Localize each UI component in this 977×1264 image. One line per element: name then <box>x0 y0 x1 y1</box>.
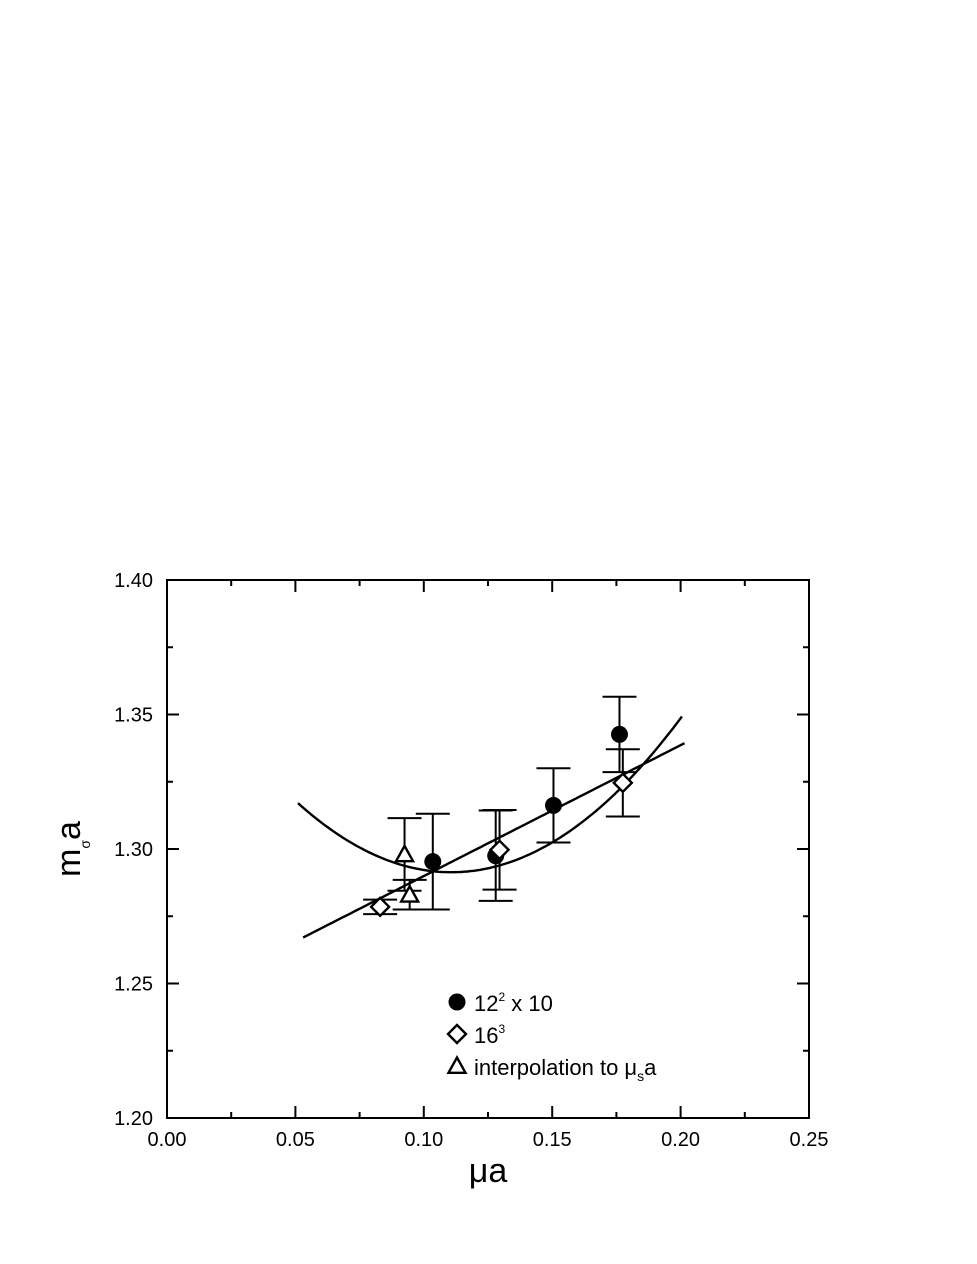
legend-marker-open-triangle <box>446 1055 468 1075</box>
x-axis-label: μa <box>469 1152 508 1190</box>
error-bars <box>363 695 640 916</box>
legend-label-12x10: 122 x 10 <box>474 990 553 1016</box>
data-point-filled-circle <box>424 853 442 871</box>
data-point-open-diamond <box>612 772 634 794</box>
y-tick-labels: 1.20 1.25 1.30 1.35 1.40 <box>114 570 153 1130</box>
y-tick-label: 1.20 <box>114 1108 153 1130</box>
y-tick-label: 1.35 <box>114 705 153 727</box>
data-point-open-triangle <box>399 883 421 903</box>
x-tick-label: 0.20 <box>661 1129 700 1151</box>
axis-ticks <box>166 579 810 1119</box>
legend-symbol-open-diamond <box>446 1023 468 1045</box>
x-tick-label: 0.15 <box>533 1129 572 1151</box>
y-tick-label: 1.40 <box>114 570 153 592</box>
data-point-open-diamond <box>369 896 391 918</box>
x-tick-label: 0.00 <box>148 1129 187 1151</box>
x-tick-label: 0.10 <box>404 1129 443 1151</box>
x-tick-labels: 0.00 0.05 0.10 0.15 0.20 0.25 <box>148 1129 829 1151</box>
fit-curve-series-0 <box>297 715 683 874</box>
legend-label-16cubed: 163 <box>474 1022 505 1048</box>
x-tick-label: 0.05 <box>276 1129 315 1151</box>
legend-label-interpolation: interpolation to μsa <box>474 1055 657 1084</box>
data-point-open-triangle <box>394 843 416 863</box>
y-axis-label: mσa <box>50 821 93 877</box>
legend-marker-open-diamond <box>446 1023 468 1045</box>
y-tick-label: 1.25 <box>114 974 153 996</box>
legend-marker-filled-circle <box>448 993 466 1011</box>
data-markers <box>369 725 634 918</box>
data-point-filled-circle <box>610 725 628 743</box>
data-point-filled-circle <box>544 796 562 814</box>
legend-symbol-open-triangle <box>446 1055 468 1075</box>
legend-symbol-filled-circle <box>448 993 466 1011</box>
x-tick-label: 0.25 <box>790 1129 829 1151</box>
y-tick-label: 1.30 <box>114 839 153 861</box>
data-point-open-diamond <box>488 839 511 861</box>
legend: 122 x 10 163 interpolation to μsa <box>446 990 657 1084</box>
